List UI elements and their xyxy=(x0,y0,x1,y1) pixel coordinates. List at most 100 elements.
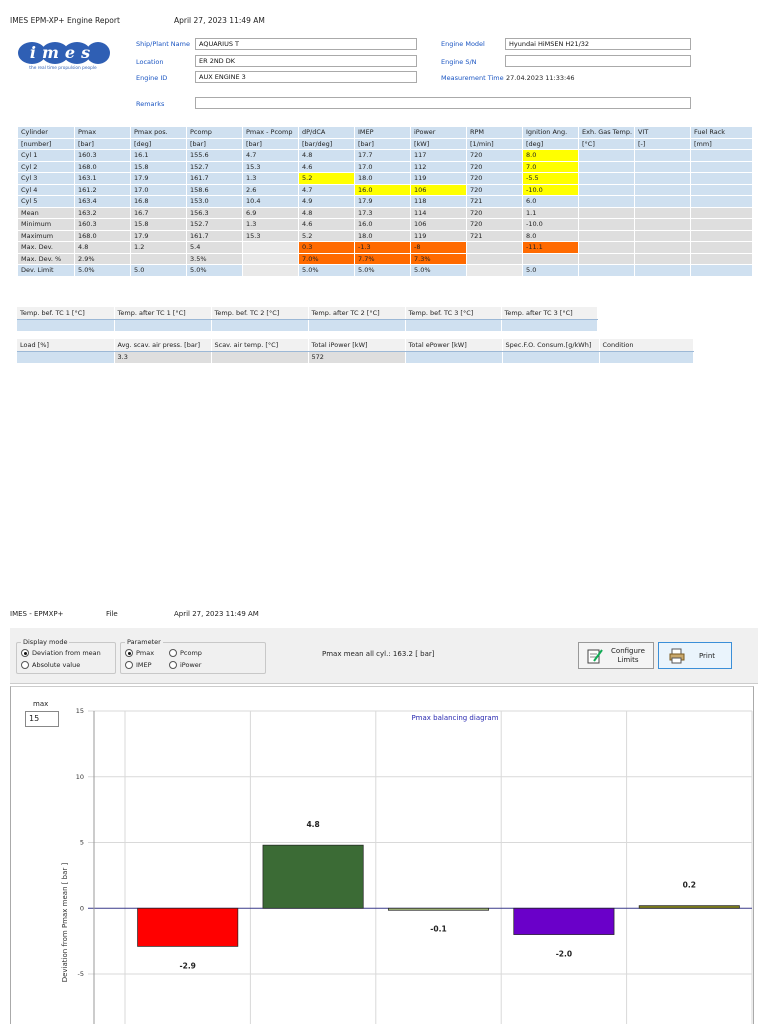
table-cell: Mean xyxy=(17,206,75,219)
table-cell: 117 xyxy=(410,149,467,162)
radio-deviation-from-mean[interactable]: Deviation from mean xyxy=(21,649,101,657)
stats-row: Max. Dev. % 2.9% 3.5% 7.0% 7.7% 7.3% xyxy=(17,252,753,265)
configure-limits-button[interactable]: Configure Limits xyxy=(578,642,654,669)
table-cell: Cyl 2 xyxy=(17,160,75,173)
table-cell: 112 xyxy=(410,160,467,173)
radio-pcomp[interactable]: Pcomp xyxy=(169,649,202,657)
display-mode-title: Display mode xyxy=(21,638,70,646)
table-cell: Maximum xyxy=(17,229,75,242)
app-datetime: April 27, 2023 11:49 AM xyxy=(174,610,259,618)
table-cell: 17.9 xyxy=(130,229,187,242)
table-cell: 5.0 xyxy=(130,264,187,277)
table-cell xyxy=(242,252,299,265)
table-cell: 721 xyxy=(466,195,523,208)
table-cell: Dev. Limit xyxy=(17,264,75,277)
bar-cyl-3 xyxy=(387,907,490,911)
table-cell: 4.7 xyxy=(298,183,355,196)
table-cell: 152.7 xyxy=(186,160,243,173)
section-value-cell xyxy=(501,319,598,331)
table-cell: 0.3 xyxy=(298,241,355,254)
section-header-cell: Spec.F.O. Consum.[g/kWh] xyxy=(502,339,600,352)
table-cell: 16.1 xyxy=(130,149,187,162)
y-axis-label: Deviation from Pmax mean [ bar ] xyxy=(61,862,69,982)
table-cell: 4.8 xyxy=(298,206,355,219)
table-cell: [kW] xyxy=(410,137,467,150)
table-cell: Pmax pos. xyxy=(130,126,187,139)
parameter-title: Parameter xyxy=(125,638,163,646)
table-cell: 15.8 xyxy=(130,160,187,173)
table-cell: 17.0 xyxy=(354,160,411,173)
section-header-row: Load [%] Avg. scav. air press. [bar] Scav.… xyxy=(17,339,694,352)
radio-dot-icon xyxy=(169,661,177,669)
table-cell: 5.0% xyxy=(186,264,243,277)
table-cell: -11.1 xyxy=(522,241,579,254)
table-cell: 106 xyxy=(410,183,467,196)
y-tick-label: 15 xyxy=(76,707,84,715)
table-cell: 10.4 xyxy=(242,195,299,208)
report-title: IMES EPM-XP+ Engine Report xyxy=(10,16,120,25)
radio-imep[interactable]: IMEP xyxy=(125,661,152,669)
table-cell xyxy=(634,229,691,242)
table-cell: [number] xyxy=(17,137,75,150)
table-cell: 8.0 xyxy=(522,149,579,162)
bar-cyl-5 xyxy=(638,905,740,909)
table-cell xyxy=(690,183,753,196)
table-cell: 1.1 xyxy=(522,206,579,219)
section-header-cell: Temp. after TC 2 [°C] xyxy=(308,307,406,320)
table-cell: iPower xyxy=(410,126,467,139)
section-header-cell: Scav. air temp. [°C] xyxy=(211,339,309,352)
max-input[interactable]: 15 xyxy=(25,711,59,727)
table-cell: 160.3 xyxy=(74,218,131,231)
print-button[interactable]: Print xyxy=(658,642,732,669)
table-cell xyxy=(578,241,635,254)
section-value-cell xyxy=(405,351,503,363)
table-cell xyxy=(578,264,635,277)
y-tick-label: 5 xyxy=(80,839,84,847)
table-cell: 153.0 xyxy=(186,195,243,208)
table-cell: 1.3 xyxy=(242,172,299,185)
table-cell: Cyl 5 xyxy=(17,195,75,208)
cylinder-row: Cyl 4 161.2 17.0 158.6 2.6 4.7 16.0 106 720 -10.0 xyxy=(17,183,753,196)
table-cell: -8 xyxy=(410,241,467,254)
table-cell xyxy=(690,252,753,265)
section-value-cell xyxy=(405,319,502,331)
pmax-mean-text: Pmax mean all cyl.: 163.2 [ bar] xyxy=(322,650,435,658)
engine-sn-field xyxy=(505,55,691,67)
bar-value-label: -0.1 xyxy=(430,925,446,934)
chart-title: Pmax balancing diagram xyxy=(411,714,498,722)
bar-cyl-2 xyxy=(262,844,364,909)
pmax-balancing-chart: 15 10 5 0 -5 Pmax balancing diagram Deviation … xyxy=(61,707,753,1024)
table-cell: 161.7 xyxy=(186,172,243,185)
table-cell: 158.6 xyxy=(186,183,243,196)
file-menu[interactable]: File xyxy=(106,610,118,618)
radio-pmax[interactable]: Pmax xyxy=(125,649,154,657)
measurement-time-label: Measurement Time xyxy=(441,74,504,82)
table-cell: 4.8 xyxy=(298,149,355,162)
table-cell xyxy=(466,252,523,265)
section-value-cell xyxy=(17,319,115,331)
table-cell: 16.7 xyxy=(130,206,187,219)
table-cell: 4.6 xyxy=(298,218,355,231)
table-cell xyxy=(634,183,691,196)
table-cell: 119 xyxy=(410,172,467,185)
table-cell: [1/min] xyxy=(466,137,523,150)
radio-ipower[interactable]: iPower xyxy=(169,661,201,669)
table-cell: [°C] xyxy=(578,137,635,150)
radio-absolute-value[interactable]: Absolute value xyxy=(21,661,80,669)
cylinder-row: Cyl 2 168.0 15.8 152.7 15.3 4.6 17.0 112 720 7.0 xyxy=(17,160,753,173)
table-cell: 5.4 xyxy=(186,241,243,254)
engine-sn-label: Engine S/N xyxy=(441,58,477,66)
imes-logo: imes the real time propulsion people xyxy=(18,42,110,71)
table-cell xyxy=(634,252,691,265)
table-cell: 3.5% xyxy=(186,252,243,265)
table-cell: 15.3 xyxy=(242,160,299,173)
table-cell xyxy=(634,160,691,173)
table-cell: 4.7 xyxy=(242,149,299,162)
table-cell xyxy=(634,206,691,219)
table-cell: 163.1 xyxy=(74,172,131,185)
table-cell: [bar] xyxy=(354,137,411,150)
table-cell: 15.3 xyxy=(242,229,299,242)
table-cell xyxy=(130,252,187,265)
table-cell: -5.5 xyxy=(522,172,579,185)
table-cell: 4.8 xyxy=(74,241,131,254)
